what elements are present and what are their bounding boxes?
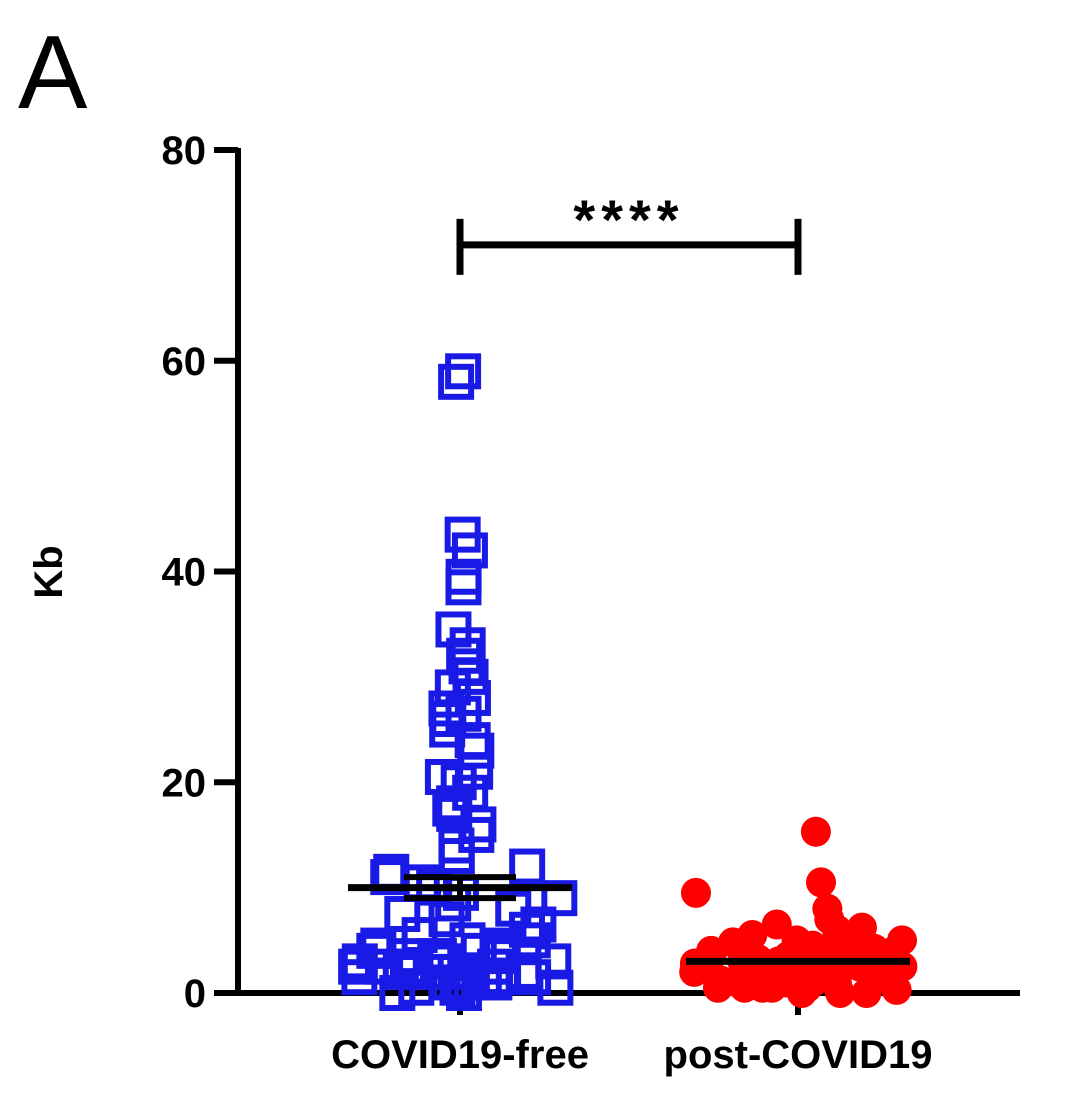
data-point-0-74 bbox=[341, 959, 378, 996]
data-point-0-16 bbox=[429, 711, 466, 748]
data-point-1-60 bbox=[702, 972, 733, 1003]
y-axis-title: Kb bbox=[27, 545, 71, 598]
data-point-0-80 bbox=[439, 969, 476, 1006]
data-point-0-5 bbox=[445, 569, 482, 606]
data-point-1-59 bbox=[747, 972, 778, 1003]
data-point-0-29 bbox=[438, 838, 475, 875]
data-point-0-3 bbox=[451, 532, 488, 569]
data-point-1-0 bbox=[800, 816, 831, 847]
y-tick-label: 80 bbox=[162, 129, 207, 173]
data-point-0-83 bbox=[446, 975, 483, 1011]
y-tick-label: 40 bbox=[162, 551, 207, 595]
data-point-0-81 bbox=[537, 969, 574, 1006]
data-point-0-63 bbox=[338, 948, 375, 985]
significance-label: **** bbox=[573, 188, 684, 251]
data-point-0-32 bbox=[370, 859, 407, 896]
data-point-1-1 bbox=[806, 867, 837, 898]
x-category-label: COVID19-free bbox=[331, 1033, 589, 1077]
data-point-0-0 bbox=[445, 353, 482, 390]
data-point-1-63 bbox=[825, 978, 856, 1008]
data-point-1-62 bbox=[881, 974, 912, 1005]
data-point-0-28 bbox=[438, 827, 475, 864]
y-tick-label: 0 bbox=[184, 972, 206, 1016]
data-point-0-30 bbox=[509, 848, 546, 885]
data-point-0-36 bbox=[541, 880, 578, 917]
data-point-1-65 bbox=[851, 978, 882, 1008]
y-tick-label: 60 bbox=[162, 340, 207, 384]
data-point-0-1 bbox=[438, 363, 475, 400]
data-point-0-82 bbox=[379, 975, 416, 1011]
data-point-1-2 bbox=[680, 877, 711, 908]
panel-label: A bbox=[18, 15, 88, 131]
data-point-0-27 bbox=[458, 816, 495, 853]
data-point-0-79 bbox=[398, 969, 435, 1006]
plot-area: 0 20 40 60 80 Kb COVID19-free post-COVID19 **** bbox=[27, 129, 1020, 1077]
y-tick-label: 20 bbox=[162, 761, 207, 805]
data-point-1-64 bbox=[786, 978, 817, 1008]
x-category-label: post-COVID19 bbox=[664, 1033, 933, 1077]
